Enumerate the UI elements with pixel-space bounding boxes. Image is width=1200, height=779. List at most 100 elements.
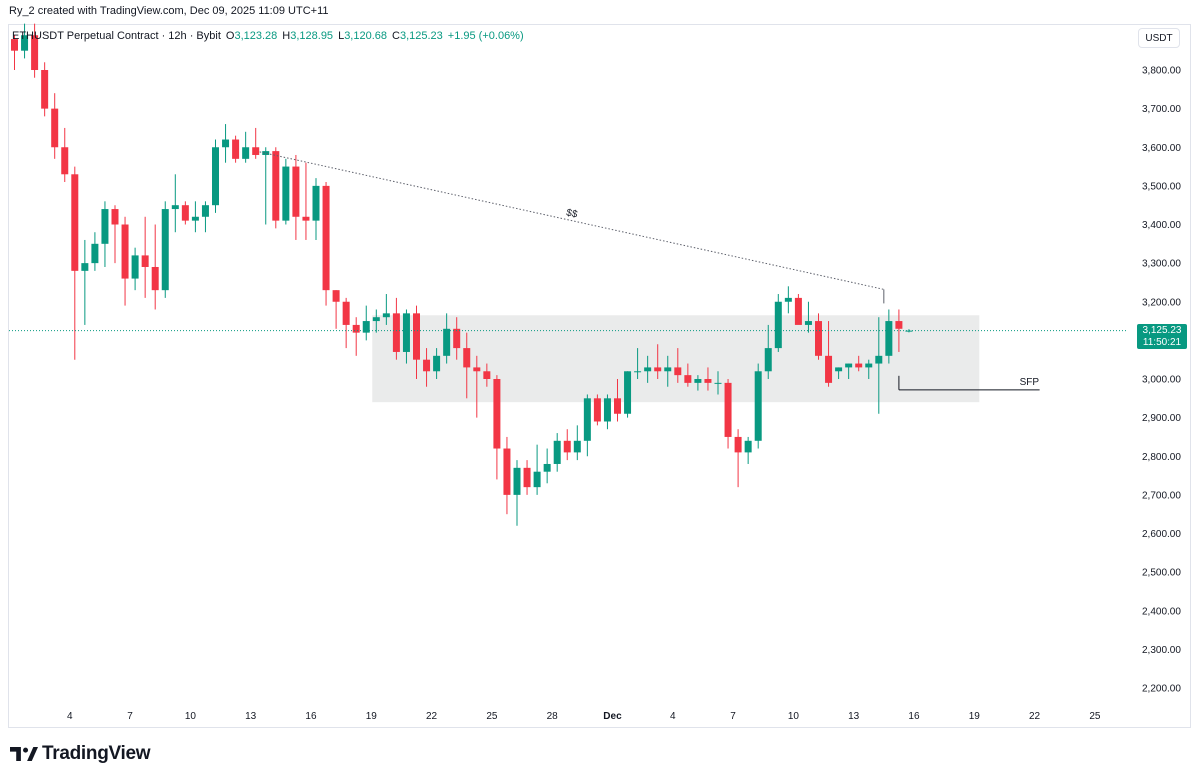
liquidity-trendline[interactable] — [259, 151, 884, 290]
candle[interactable] — [272, 147, 280, 229]
candle[interactable] — [483, 363, 491, 387]
candle[interactable] — [724, 379, 732, 449]
candle[interactable] — [845, 363, 853, 379]
candle[interactable] — [583, 394, 591, 457]
candle[interactable] — [684, 363, 692, 387]
candle[interactable] — [302, 162, 310, 240]
candle[interactable] — [433, 348, 441, 379]
candle[interactable] — [513, 460, 521, 526]
candle[interactable] — [252, 127, 260, 159]
candle[interactable] — [463, 332, 471, 399]
candle[interactable] — [654, 344, 662, 379]
candle[interactable] — [51, 93, 59, 159]
candle[interactable] — [593, 394, 601, 426]
candle[interactable] — [855, 355, 863, 372]
candle[interactable] — [473, 355, 481, 418]
candle[interactable] — [392, 297, 400, 360]
candle[interactable] — [784, 286, 792, 314]
candle[interactable] — [161, 201, 169, 298]
candle[interactable] — [744, 436, 752, 464]
candle[interactable] — [372, 309, 380, 333]
candle[interactable] — [754, 363, 762, 449]
candle[interactable] — [91, 232, 99, 271]
candle-body — [644, 367, 652, 372]
candle[interactable] — [533, 444, 541, 495]
candle[interactable] — [794, 294, 802, 325]
currency-button[interactable]: USDT — [1138, 28, 1180, 48]
candle[interactable] — [332, 290, 340, 329]
candle[interactable] — [232, 135, 240, 163]
candle[interactable] — [674, 348, 682, 383]
candle[interactable] — [21, 23, 29, 59]
candle-body — [865, 363, 873, 368]
candle[interactable] — [825, 321, 833, 387]
candle[interactable] — [242, 131, 250, 163]
candle[interactable] — [774, 294, 782, 352]
candle[interactable] — [171, 174, 179, 233]
candle[interactable] — [312, 178, 320, 240]
candle[interactable] — [191, 201, 199, 233]
candle[interactable] — [31, 23, 39, 78]
candle[interactable] — [493, 375, 501, 480]
candle[interactable] — [543, 448, 551, 484]
candle[interactable] — [282, 158, 290, 225]
candle[interactable] — [71, 166, 79, 360]
candle[interactable] — [573, 425, 581, 461]
candle-body — [724, 382, 732, 437]
candle[interactable] — [634, 348, 642, 379]
candle[interactable] — [11, 35, 18, 70]
candle[interactable] — [865, 359, 873, 379]
candle[interactable] — [503, 436, 511, 515]
candle-body — [242, 147, 250, 159]
candle[interactable] — [61, 127, 69, 183]
candle[interactable] — [895, 309, 903, 352]
candle[interactable] — [875, 317, 883, 414]
candle[interactable] — [362, 305, 370, 341]
candle[interactable] — [423, 348, 431, 387]
candle[interactable] — [402, 309, 410, 364]
symbol-name[interactable]: ETHUSDT Perpetual Contract · 12h · Bybit — [12, 30, 221, 42]
candle[interactable] — [614, 379, 621, 422]
candle[interactable] — [151, 224, 159, 310]
candle[interactable] — [352, 317, 360, 356]
candle[interactable] — [382, 294, 390, 325]
candle[interactable] — [764, 324, 772, 379]
candle[interactable] — [453, 317, 461, 360]
candle[interactable] — [81, 239, 89, 325]
candle[interactable] — [553, 433, 561, 472]
candle[interactable] — [212, 139, 219, 213]
candle[interactable] — [111, 205, 119, 264]
candle-body — [191, 216, 199, 221]
candle[interactable] — [563, 429, 571, 461]
candle[interactable] — [342, 297, 350, 349]
candle[interactable] — [664, 355, 672, 387]
candle[interactable] — [222, 124, 230, 163]
candle[interactable] — [322, 182, 330, 306]
candle[interactable] — [131, 247, 139, 291]
candle[interactable] — [292, 154, 300, 240]
candle[interactable] — [413, 305, 420, 379]
candle[interactable] — [141, 216, 149, 298]
candle[interactable] — [734, 429, 742, 488]
candle[interactable] — [905, 329, 913, 333]
candle[interactable] — [41, 62, 49, 117]
candle[interactable] — [101, 201, 109, 267]
candle[interactable] — [262, 147, 270, 225]
candle[interactable] — [644, 355, 652, 383]
candle[interactable] — [704, 367, 712, 391]
candle[interactable] — [885, 309, 893, 364]
candle[interactable] — [815, 313, 822, 360]
candle[interactable] — [714, 371, 722, 395]
candle[interactable] — [603, 394, 611, 430]
candle[interactable] — [804, 301, 812, 333]
candle[interactable] — [181, 201, 189, 225]
candle[interactable] — [624, 371, 632, 418]
candle[interactable] — [201, 201, 209, 233]
candle[interactable] — [523, 460, 531, 495]
candle[interactable] — [121, 216, 129, 306]
candle[interactable] — [443, 313, 451, 364]
x-tick-label: 22 — [426, 711, 438, 722]
candle[interactable] — [694, 375, 702, 391]
candle[interactable] — [835, 367, 843, 379]
